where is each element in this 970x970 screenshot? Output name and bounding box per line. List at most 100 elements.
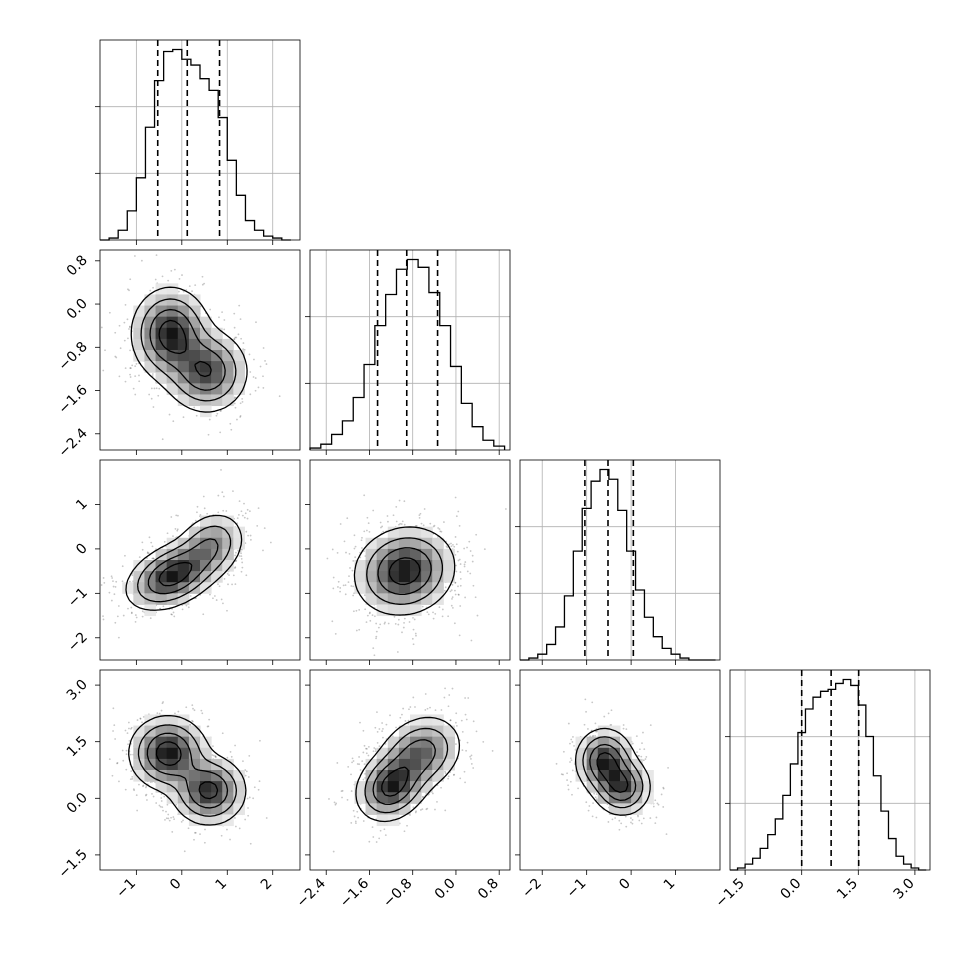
- density-cell: [133, 593, 145, 605]
- contour-line: [353, 526, 456, 616]
- scatter-point: [129, 278, 132, 281]
- scatter-point: [234, 566, 237, 569]
- density-cell: [421, 781, 433, 793]
- scatter-point: [130, 727, 132, 730]
- scatter-point: [358, 628, 361, 631]
- density-cell: [155, 338, 168, 351]
- scatter-point: [344, 593, 347, 596]
- scatter-point: [355, 629, 358, 632]
- scatter-point: [463, 565, 466, 568]
- scatter-point: [346, 798, 349, 801]
- scatter-point: [125, 753, 128, 756]
- scatter-point: [139, 717, 142, 720]
- density-cell: [177, 338, 190, 351]
- scatter-point: [177, 514, 179, 517]
- scatter-point: [420, 522, 423, 525]
- scatter-point: [461, 730, 464, 733]
- scatter-point: [453, 773, 456, 776]
- scatter-point: [375, 635, 378, 638]
- scatter-point: [407, 722, 410, 725]
- scatter-point: [362, 729, 365, 732]
- density-cell: [233, 792, 245, 804]
- scatter-point: [342, 584, 345, 587]
- density-cell: [200, 582, 212, 594]
- scatter-point: [102, 369, 105, 372]
- scatter-point: [426, 611, 429, 614]
- scatter-point: [175, 803, 178, 806]
- scatter-point: [423, 508, 426, 510]
- density-cell: [166, 747, 179, 760]
- density-cell: [387, 781, 400, 793]
- y-tick-label: 0.0: [64, 296, 91, 323]
- scatter-point: [129, 778, 132, 781]
- scatter-point: [244, 512, 247, 515]
- scatter-point: [129, 349, 131, 352]
- y-tick-label: −1.5: [55, 846, 90, 881]
- scatter-point: [243, 502, 245, 505]
- scatter-point: [229, 422, 232, 425]
- density-cell: [188, 758, 201, 771]
- scatter-point: [127, 743, 129, 746]
- scatter-point: [444, 772, 447, 775]
- density-cell: [398, 526, 411, 539]
- scatter-point: [114, 738, 117, 740]
- scatter-point: [223, 319, 226, 321]
- scatter-point: [363, 594, 366, 597]
- density-cell: [200, 526, 212, 539]
- scatter-point: [124, 380, 127, 383]
- scatter-point: [399, 716, 402, 719]
- scatter-point: [356, 763, 359, 765]
- scatter-point: [145, 785, 148, 787]
- scatter-point: [396, 651, 399, 653]
- density-cell: [387, 593, 400, 605]
- scatter-point: [165, 810, 167, 813]
- scatter-point: [373, 615, 376, 618]
- scatter-point: [459, 777, 462, 780]
- scatter-point: [352, 594, 355, 597]
- density-cell: [443, 571, 455, 583]
- x-tick-label: −1.6: [337, 875, 372, 910]
- scatter-point: [363, 744, 366, 747]
- scatter-point: [217, 494, 220, 497]
- density-cell: [188, 736, 201, 749]
- density-cell: [211, 803, 223, 815]
- contour-line: [130, 286, 248, 413]
- density-cell: [410, 604, 422, 617]
- scatter-point: [455, 743, 457, 745]
- density-cell: [365, 582, 378, 594]
- scatter-point: [110, 599, 113, 602]
- x-tick-label: −1: [113, 876, 139, 902]
- histogram-step-2: [520, 468, 716, 661]
- scatter-point: [169, 470, 171, 472]
- scatter-point: [134, 620, 137, 623]
- scatter-point: [211, 754, 214, 756]
- density-cell: [155, 736, 168, 749]
- density-cell: [376, 560, 389, 572]
- density-cell: [432, 714, 444, 727]
- scatter-point: [110, 575, 113, 578]
- scatter-point: [264, 360, 266, 362]
- scatter-point: [233, 312, 236, 315]
- density-panel-1-3: −2.4 −1.6 −0.8 0.0 0.8: [294, 669, 511, 911]
- density-cell: [211, 327, 223, 340]
- density-cell: [133, 582, 145, 594]
- density-cell: [188, 537, 201, 550]
- scatter-point: [347, 765, 350, 768]
- density-cell: [211, 350, 223, 362]
- scatter-point: [126, 318, 129, 321]
- density-cell: [222, 792, 234, 804]
- scatter-point: [241, 514, 244, 517]
- scatter-point: [124, 729, 127, 732]
- scatter-point: [141, 541, 144, 544]
- scatter-point: [455, 543, 458, 546]
- scatter-point: [439, 530, 442, 533]
- density-cell: [387, 548, 400, 561]
- density-cell: [354, 571, 367, 583]
- y-tick-label: −2.4: [55, 425, 90, 460]
- density-cell: [188, 781, 201, 793]
- scatter-point: [472, 767, 475, 769]
- scatter-point: [128, 740, 131, 742]
- scatter-point: [418, 516, 421, 519]
- scatter-point: [403, 523, 406, 526]
- density-cell: [144, 316, 157, 329]
